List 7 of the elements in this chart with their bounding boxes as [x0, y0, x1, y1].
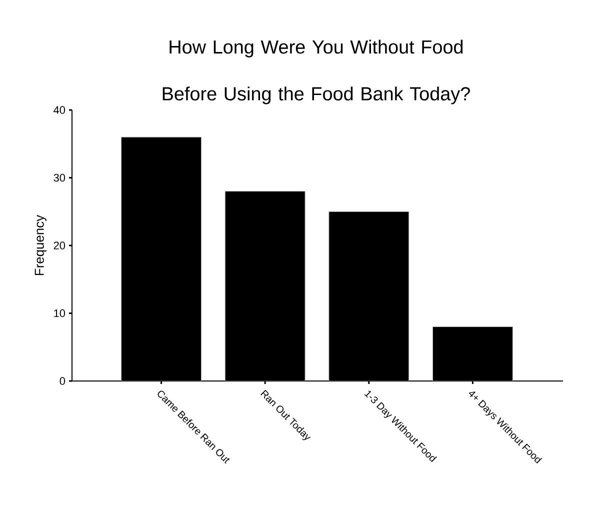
y-tick-label: 20 — [54, 242, 66, 250]
y-tick-label: 40 — [54, 106, 66, 114]
y-axis-title: Frequency — [34, 214, 46, 276]
y-tick-label: 30 — [54, 174, 66, 182]
y-tick-label: 10 — [54, 309, 66, 318]
chart-title: How Long Were You Without Food Before Using the Food Bank Today? — [162, 40, 470, 104]
y-tick-label: 0 — [60, 377, 66, 385]
